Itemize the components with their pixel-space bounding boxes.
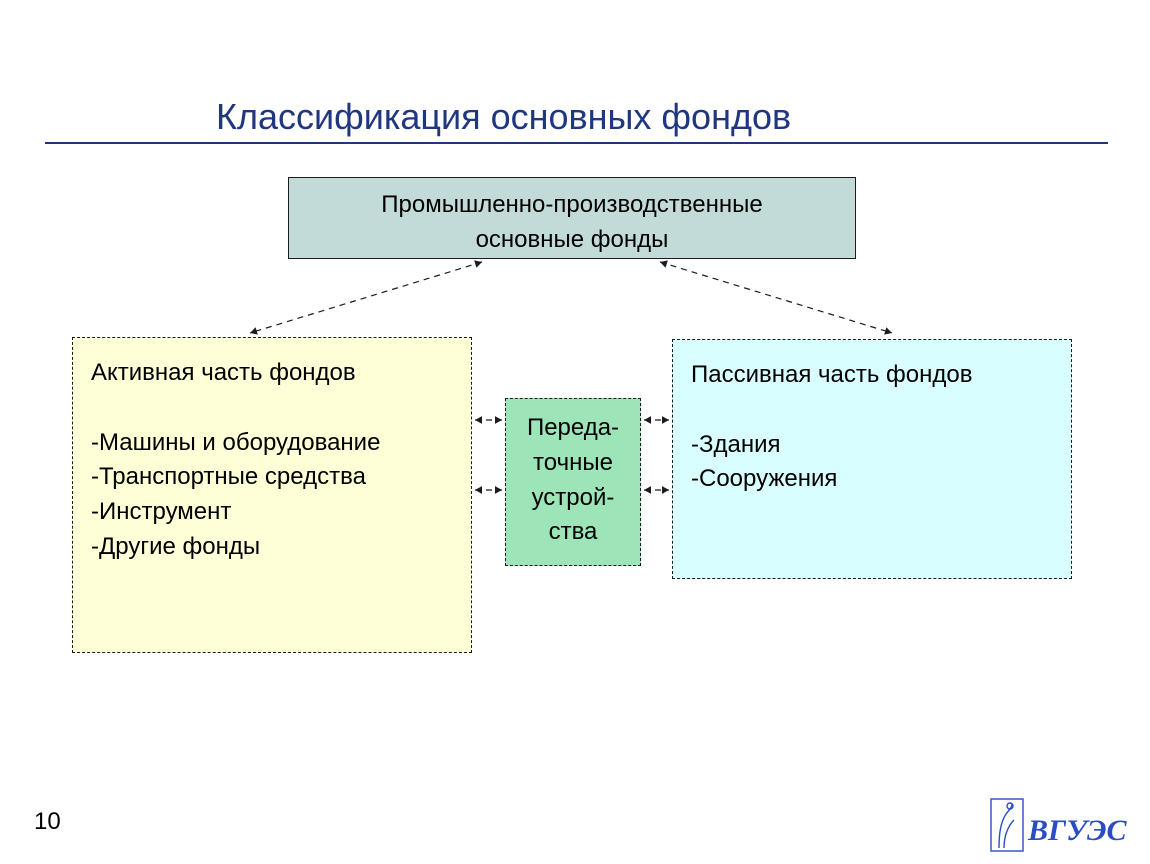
node-top: Промышленно-производственные основные фо…	[288, 177, 856, 259]
node-middle: Переда- точные устрой- ства	[505, 398, 641, 566]
node-top-text: Промышленно-производственные основные фо…	[299, 188, 845, 258]
node-middle-text: Переда- точные устрой- ства	[512, 411, 634, 550]
node-left-text: Активная часть фондов -Машины и оборудов…	[91, 356, 453, 565]
node-right: Пассивная часть фондов -Здания -Сооружен…	[672, 339, 1072, 579]
page-number: 10	[34, 808, 61, 836]
logo-figure	[990, 798, 1024, 852]
slide-title: Классификация основных фондов	[216, 96, 791, 138]
title-underline	[45, 142, 1108, 144]
logo-text: ВГУЭС	[1028, 814, 1127, 848]
node-right-text: Пассивная часть фондов -Здания -Сооружен…	[691, 358, 1053, 497]
node-left: Активная часть фондов -Машины и оборудов…	[72, 337, 472, 653]
